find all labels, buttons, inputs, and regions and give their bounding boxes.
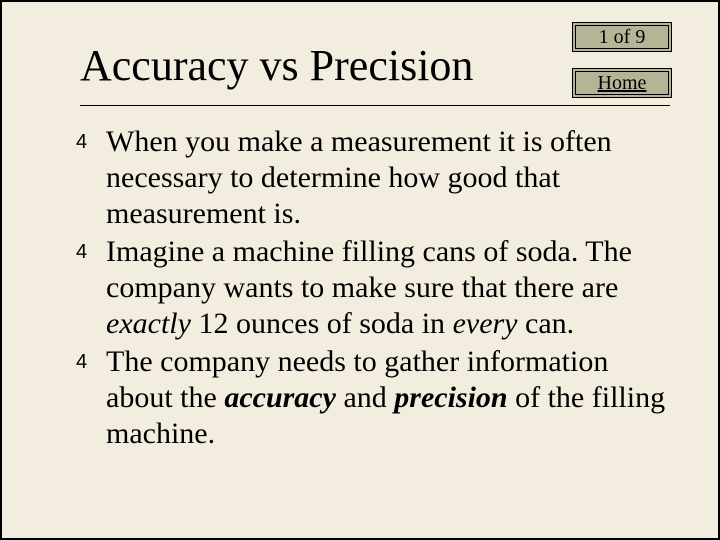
bullet-item: 4 Imagine a machine filling cans of soda… (76, 234, 670, 342)
content-area: 4 When you make a measurement it is ofte… (0, 106, 720, 452)
bullet-item: 4 When you make a measurement it is ofte… (76, 124, 670, 232)
page-title: Accuracy vs Precision (80, 40, 660, 91)
bullet-text: The company needs to gather information … (106, 344, 670, 452)
bullet-text: Imagine a machine filling cans of soda. … (106, 234, 670, 342)
bullet-text: When you make a measurement it is often … (106, 124, 670, 232)
bullet-item: 4 The company needs to gather informatio… (76, 344, 670, 452)
header: Accuracy vs Precision (0, 0, 720, 97)
check-icon: 4 (76, 124, 106, 160)
check-icon: 4 (76, 234, 106, 270)
check-icon: 4 (76, 344, 106, 380)
